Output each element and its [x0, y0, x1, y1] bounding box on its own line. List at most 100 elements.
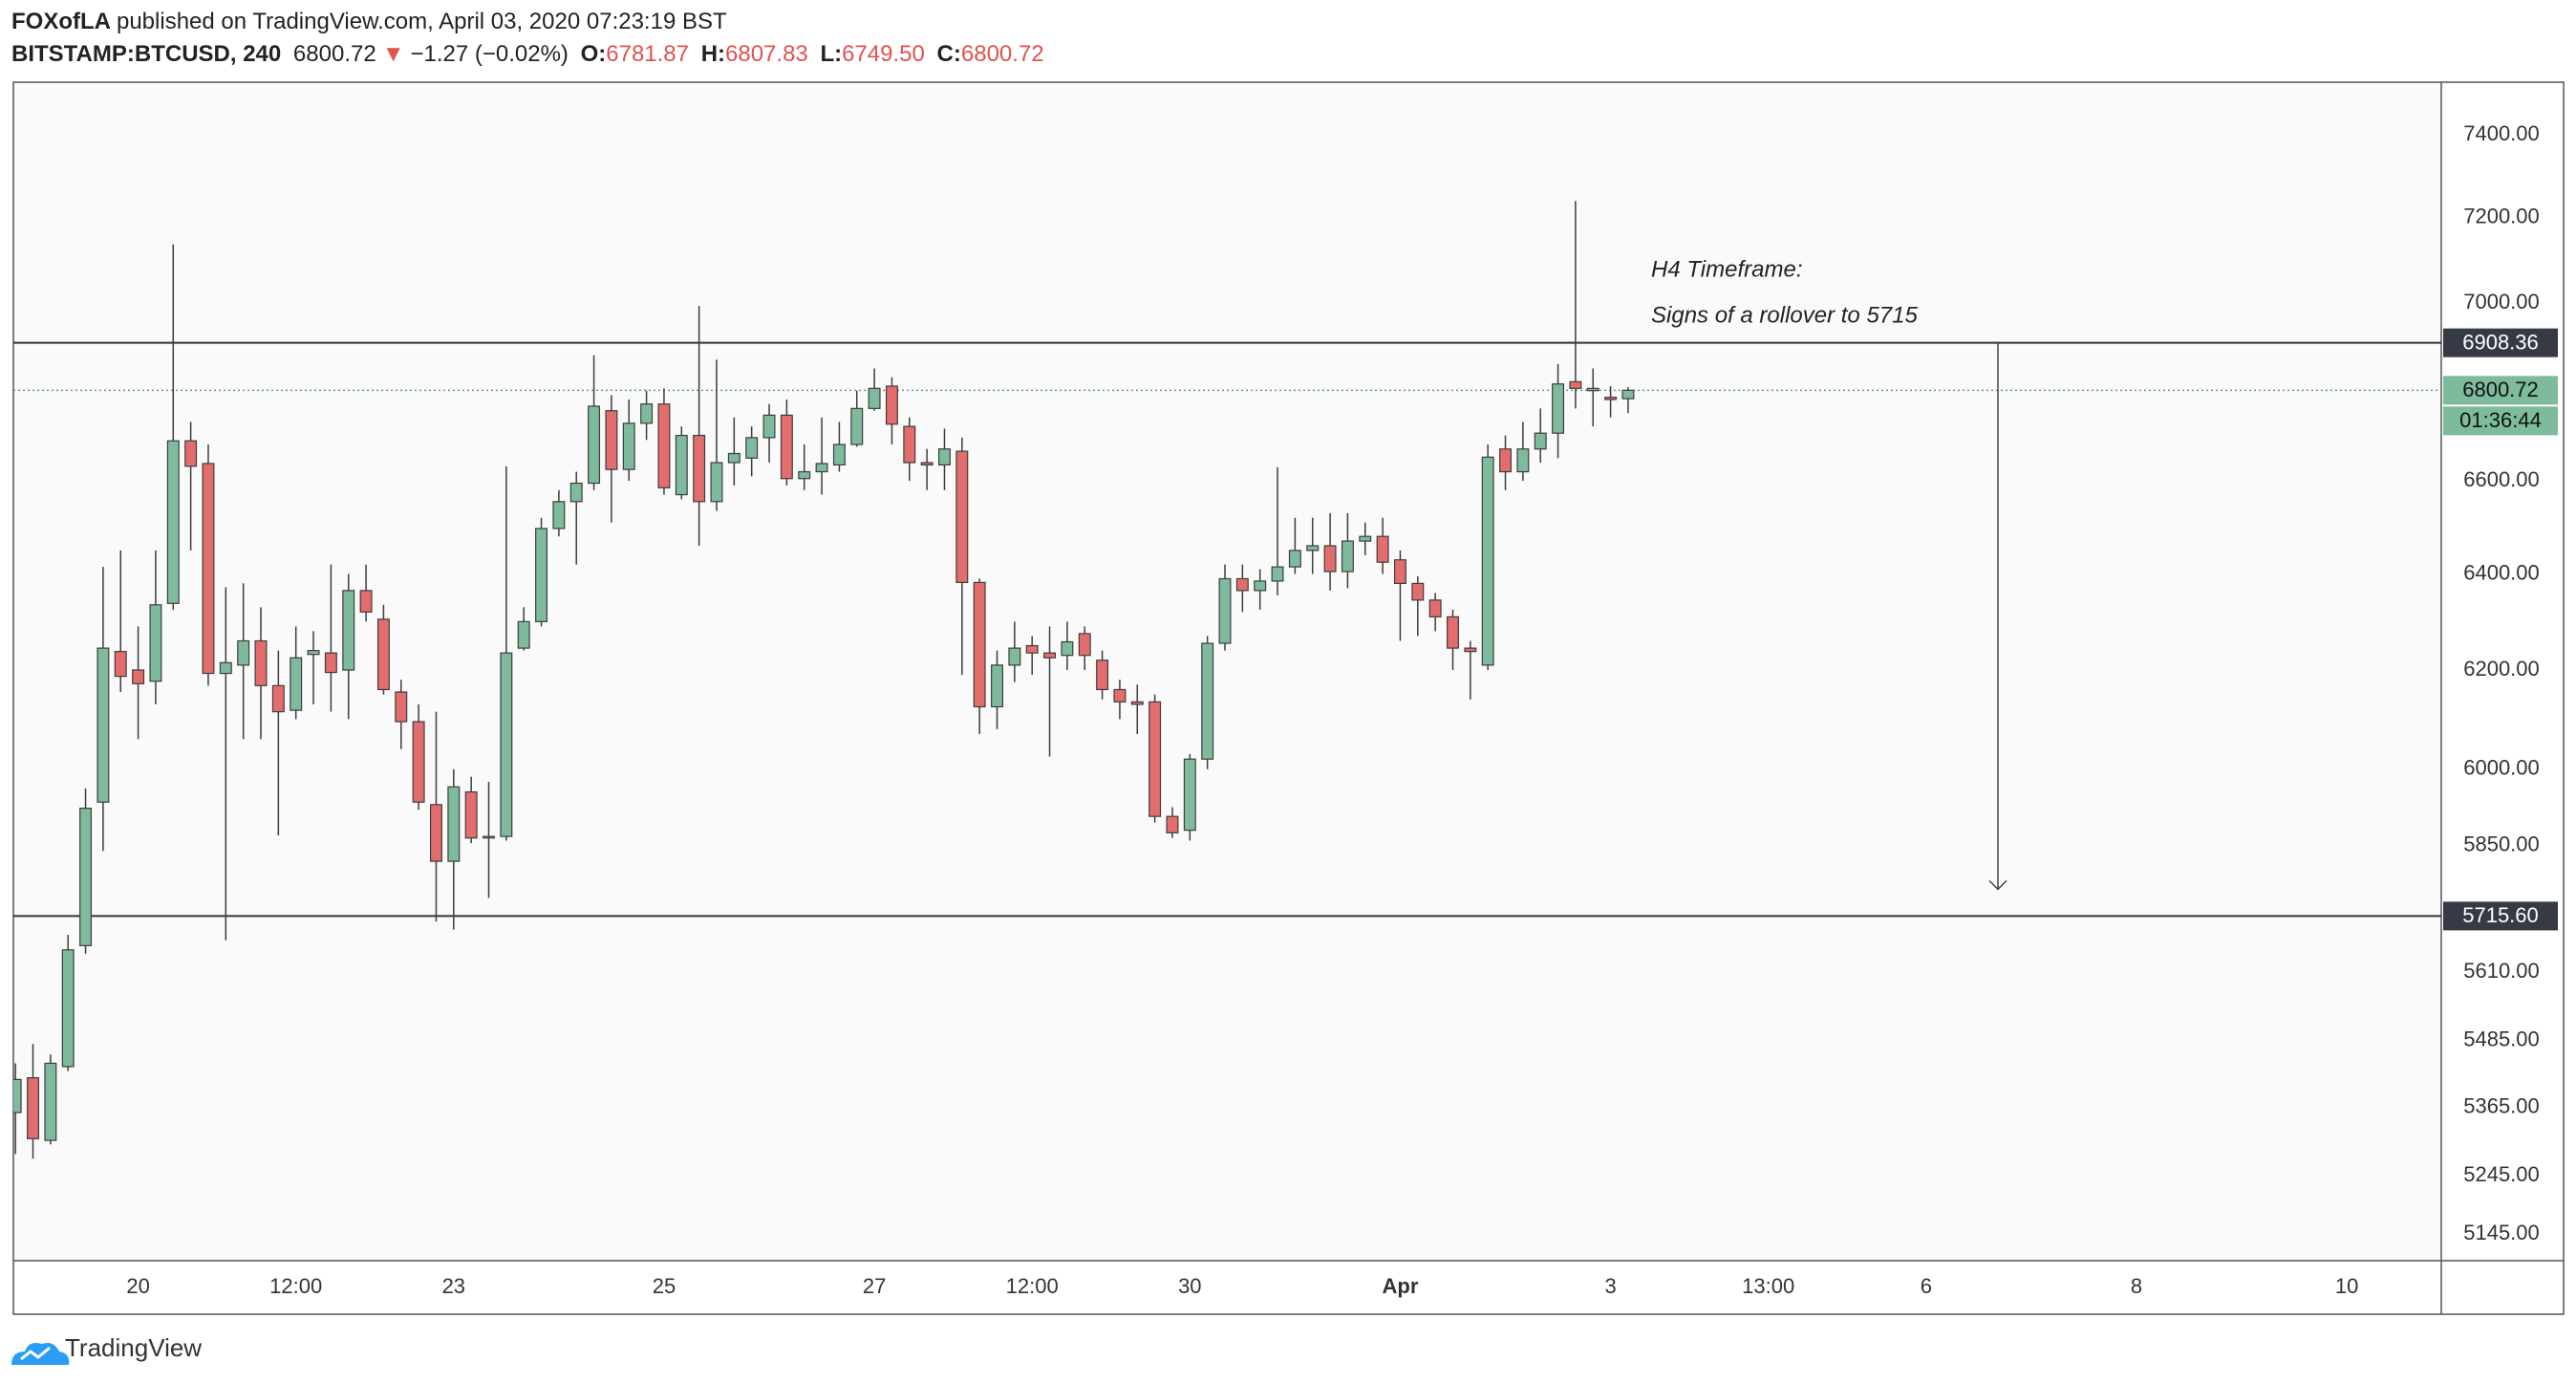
candle-body-down: [324, 652, 337, 674]
y-tick-label: 6000.00: [2463, 756, 2540, 780]
level-label-box: [2443, 901, 2558, 931]
candle-body-up: [868, 387, 881, 409]
y-tick-label: 5145.00: [2463, 1221, 2540, 1244]
candle-body-down: [1323, 545, 1337, 573]
x-tick-label: 12:00: [269, 1274, 322, 1298]
candle-body-up: [44, 1062, 57, 1141]
candle-body-up: [1359, 535, 1372, 542]
candle-body-up: [710, 462, 723, 503]
candle-body-up: [798, 470, 811, 480]
frame: [12, 81, 2565, 1315]
candle-body-down: [920, 462, 934, 466]
y-tick-label: 6600.00: [2463, 467, 2540, 491]
candle-body-down: [1130, 701, 1144, 705]
candle-body-up: [307, 650, 320, 656]
x-tick-label: 20: [126, 1274, 149, 1298]
candle-body-down: [1078, 633, 1091, 657]
candle-body-down: [202, 463, 215, 675]
candle-body-down: [903, 425, 916, 464]
candle-body-down: [1569, 380, 1582, 389]
candle-body-up: [1271, 566, 1284, 582]
level-label: 6908.36: [2462, 330, 2539, 354]
x-tick-label: 6: [1921, 1274, 1932, 1298]
y-tick-label: 7200.00: [2463, 205, 2540, 228]
publish-line: FOXofLA published on TradingView.com, Apr…: [11, 6, 1050, 38]
candle-body-down: [395, 691, 408, 723]
candle-body-up: [237, 639, 250, 666]
candle-body-down: [1148, 701, 1162, 817]
candle-body-up: [535, 528, 548, 622]
candle-body-up: [483, 835, 495, 839]
candle-body-up: [1183, 758, 1196, 832]
last-price-box: [2443, 376, 2558, 405]
o: 6781.87: [606, 41, 690, 67]
candle-body-up: [342, 590, 355, 671]
candle-body-up: [1201, 642, 1214, 760]
plot-background: [13, 82, 2441, 1261]
candle-body-up: [991, 664, 1003, 708]
header: FOXofLA published on TradingView.com, Apr…: [11, 6, 1050, 71]
candle-body-down: [780, 414, 793, 480]
x-tick-label: Apr: [1383, 1274, 1419, 1298]
candle-body-down: [1043, 652, 1057, 659]
arrow-head: [1988, 879, 2007, 891]
x-tick-label: 25: [653, 1274, 676, 1298]
candle-body-up: [850, 407, 864, 445]
candle-body-down: [1376, 535, 1389, 563]
logo-line: [20, 1346, 51, 1361]
candle-body-down: [271, 684, 285, 713]
candle-body-up: [727, 452, 741, 464]
x-tick-label: 30: [1178, 1274, 1201, 1298]
o-label: O:: [580, 41, 607, 67]
y-tick-label: 5365.00: [2463, 1094, 2540, 1118]
candle-body-up: [517, 620, 530, 649]
x-tick-label: 27: [863, 1274, 886, 1298]
candle-body-up: [1218, 577, 1232, 644]
x-tick-label: 10: [2335, 1274, 2358, 1298]
candle-body-down: [1499, 448, 1512, 473]
candle-body-down: [693, 434, 706, 503]
y-tick-label: 5850.00: [2463, 833, 2540, 856]
author: FOXofLA: [11, 9, 111, 34]
candle-body-up: [815, 463, 828, 473]
candle-body-up: [290, 657, 303, 711]
candle-body-up: [675, 434, 688, 496]
h: 6807.83: [725, 41, 808, 67]
candle-body-up: [149, 604, 162, 682]
last-price-label: 6800.72: [2462, 378, 2539, 401]
candle-body-down: [1096, 660, 1109, 691]
c: 6800.72: [960, 41, 1044, 67]
l-label: L:: [820, 41, 843, 67]
candle-body-up: [762, 414, 776, 439]
c-label: C:: [936, 41, 961, 67]
y-tick-label: 6400.00: [2463, 560, 2540, 584]
candle-body-down: [973, 581, 986, 708]
candle-body-up: [1306, 545, 1320, 551]
l: 6749.50: [842, 41, 925, 67]
candle-body-down: [1411, 582, 1425, 601]
candle-body-down: [1166, 815, 1179, 833]
candle-body-up: [1254, 580, 1267, 592]
y-tick-label: 5245.00: [2463, 1162, 2540, 1186]
candle-body-down: [429, 804, 442, 862]
candle-body-up: [97, 647, 110, 803]
candle-body-up: [166, 440, 180, 604]
y-tick-label: 6200.00: [2463, 657, 2540, 681]
candle-body-down: [1428, 599, 1442, 617]
candle-body-down: [359, 590, 373, 613]
candle-body-down: [114, 651, 127, 678]
candle-body-down: [955, 450, 969, 584]
candle-body-up: [500, 652, 513, 837]
candle-body-down: [605, 410, 618, 470]
candle-body-up: [832, 443, 846, 466]
candle-body-up: [1481, 456, 1494, 666]
x-tick-label: 8: [2131, 1274, 2142, 1298]
candle-body-down: [464, 790, 478, 839]
candle-body-down: [1393, 559, 1406, 585]
candle-body-up: [1586, 387, 1599, 392]
candle-body-down: [132, 669, 145, 684]
h-label: H:: [700, 41, 726, 67]
candle-body-down: [1447, 616, 1459, 649]
